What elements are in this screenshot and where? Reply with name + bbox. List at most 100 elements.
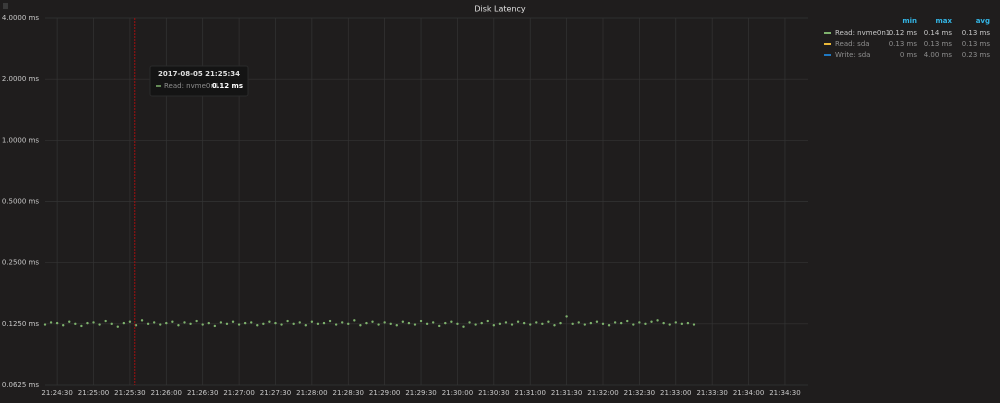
data-point [98,323,101,326]
data-point [559,321,562,325]
data-point [438,324,441,328]
data-point [250,321,253,324]
data-point [541,322,544,326]
y-tick-label: 0.0625 ms [2,381,40,389]
data-point [68,320,71,323]
x-tick-label: 21:33:30 [696,389,727,397]
info-icon[interactable] [3,3,8,9]
data-point [256,324,259,327]
x-tick-label: 21:30:30 [478,389,509,397]
data-point [207,321,210,325]
x-tick-label: 21:31:00 [514,389,545,397]
x-tick-label: 21:24:30 [41,389,72,397]
legend-entry[interactable]: Read: nvme0n1 [835,29,890,37]
x-tick-label: 21:26:30 [187,389,218,397]
legend-stat: 0.13 ms [924,40,953,48]
data-point [498,322,502,326]
data-point [668,323,671,326]
data-point [431,321,435,324]
x-tick-label: 21:32:00 [587,389,618,397]
legend-entry[interactable]: Write: sda [835,51,870,59]
data-point [347,322,350,326]
data-point [86,321,89,325]
data-point [152,321,156,324]
y-tick-label: 1.0000 ms [2,136,40,144]
data-point [595,320,599,323]
data-point [165,321,168,325]
data-point [316,322,320,326]
legend-stat: 4.00 ms [924,51,953,59]
data-point [662,321,665,325]
data-point [644,322,647,326]
data-point [328,319,332,323]
legend-stat: 0.12 ms [889,29,918,37]
y-tick-label: 0.1250 ms [2,320,40,328]
data-point [656,319,659,322]
data-point [480,321,483,325]
data-point [383,321,386,324]
data-point [231,320,235,323]
data-point [177,324,180,327]
data-point [619,321,623,325]
data-point [680,322,684,326]
data-point [80,324,83,328]
panel-title: Disk Latency [474,5,526,14]
data-point [183,321,186,324]
data-point [389,322,392,326]
data-point [626,319,629,323]
data-point [638,321,641,324]
y-tick-label: 4.0000 ms [2,14,40,22]
x-tick-label: 21:26:00 [151,389,182,397]
tooltip-time: 2017-08-05 21:25:34 [158,70,240,78]
data-point [298,321,301,324]
data-point [92,321,95,324]
data-point [340,321,344,324]
data-point [304,324,308,327]
data-point [353,319,356,322]
legend-stat: 0.13 ms [889,40,918,48]
data-point [74,322,77,326]
y-tick-label: 2.0000 ms [2,75,40,83]
data-point [492,324,496,327]
y-tick-label: 0.2500 ms [2,259,40,267]
data-point [377,323,380,326]
x-tick-label: 21:28:00 [296,389,327,397]
data-point [589,321,593,325]
legend-entry[interactable]: Read: sda [835,40,870,48]
data-point [607,324,611,327]
legend-header: avg [976,17,990,25]
data-point [450,320,453,323]
data-point [632,323,635,326]
data-point [61,324,65,327]
data-point [371,320,374,323]
data-point [474,323,477,326]
data-point [504,321,508,324]
data-point [571,322,574,326]
data-point [486,319,489,323]
data-point [613,321,617,324]
legend-header: max [935,17,952,25]
legend-stat: 0.13 ms [962,40,991,48]
data-point [516,320,520,323]
data-point [577,321,580,324]
x-tick-label: 21:32:30 [624,389,655,397]
data-point [237,323,241,326]
data-point [547,320,550,323]
data-point [650,320,653,323]
data-point [425,322,429,326]
data-point [268,320,271,323]
data-point [601,322,605,326]
data-point [146,322,150,326]
data-point [280,323,283,326]
legend-stat: 0.23 ms [962,51,991,59]
data-point [43,323,47,326]
data-point [171,320,174,323]
data-point [535,321,538,324]
data-point [468,321,471,324]
legend-stat: 0 ms [900,51,917,59]
data-point [225,322,229,326]
tooltip-box [149,65,249,97]
data-point [407,321,411,325]
y-tick-label: 0.5000 ms [2,198,40,206]
